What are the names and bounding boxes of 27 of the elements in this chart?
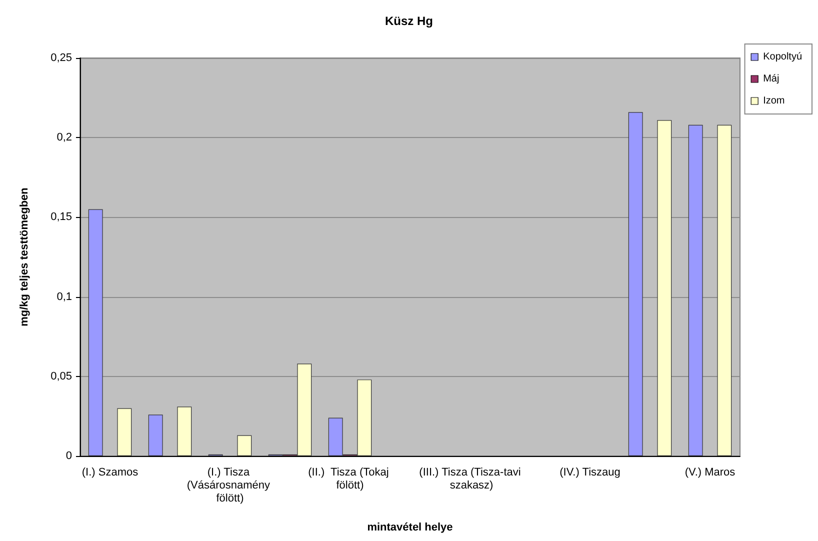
x-tick-label: (IV.) Tiszaug	[560, 466, 620, 478]
bar	[717, 124, 732, 456]
y-tick-label: 0,1	[56, 290, 72, 303]
x-tick-label: (I.) Szamos	[82, 466, 139, 478]
chart-title: Küsz Hg	[385, 14, 433, 28]
bar	[688, 124, 703, 456]
legend-label: Izom	[763, 96, 785, 106]
legend-label: Kopoltyú	[763, 52, 802, 62]
bar	[657, 120, 672, 456]
bar	[88, 209, 103, 456]
bar	[628, 112, 643, 456]
y-tick-label: 0,15	[50, 211, 72, 224]
y-tick-label: 0	[66, 450, 72, 462]
bar	[148, 414, 163, 456]
bar	[177, 406, 192, 456]
bar	[237, 435, 252, 456]
x-axis-title: mintavétel helye	[367, 522, 453, 534]
x-tick-label: (V.) Maros	[684, 466, 736, 478]
x-tick-label: (I.) Tisza (Vásárosnamény fölött)	[186, 466, 274, 504]
y-axis-title: mg/kg teljes testtömegben	[18, 187, 30, 326]
y-tick-label: 0,25	[50, 52, 72, 64]
x-tick-label: (III.) Tisza (Tisza-tavi szakasz)	[419, 466, 521, 492]
bar	[117, 408, 132, 456]
x-tick-label: (II.) Tisza (Tokaj fölött)	[308, 466, 392, 492]
legend-label: Máj	[763, 74, 780, 84]
y-tick-label: 0,2	[56, 132, 72, 144]
y-tick-label: 0,05	[50, 370, 72, 382]
